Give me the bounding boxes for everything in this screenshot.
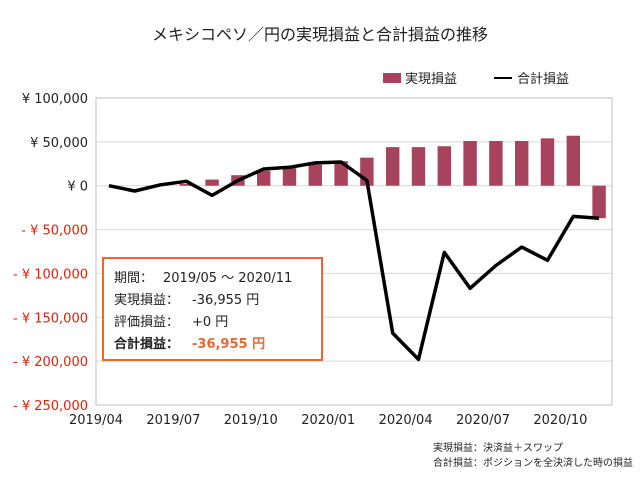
- bar-2020/04: [411, 147, 426, 186]
- bar-2020/07: [489, 140, 503, 186]
- summary-realized-value: -36,955 円: [192, 293, 259, 308]
- y-axis: ¥ 100,000 ¥ 50,000 ¥ 0 - ¥ 50,000 - ¥ 100,00…: [13, 92, 88, 414]
- plot-area-border: [95, 97, 613, 406]
- x-tick-label-4: 2020/04: [379, 413, 433, 428]
- y-tick-label-5: - ¥ 150,000: [13, 311, 88, 326]
- line-series: [108, 160, 600, 362]
- total-pnl-line: [108, 160, 600, 362]
- summary-period-value: 2019/05 ～ 2020/11: [163, 271, 292, 286]
- y-tick-label-6: - ¥ 200,000: [13, 355, 88, 370]
- bar-series: [153, 135, 606, 219]
- note-total: 合計損益：ポジションを全決済した時の損益: [433, 456, 633, 469]
- bar-2020/09: [540, 138, 555, 186]
- y-tick-label-7: - ¥ 250,000: [13, 399, 88, 414]
- legend-label-total: 合計損益: [517, 71, 569, 87]
- summary-period-label: 期間：: [114, 271, 153, 286]
- bar-2020/08: [514, 140, 529, 186]
- x-tick-label-0: 2019/04: [69, 413, 123, 428]
- y-tick-label-0: ¥ 100,000: [22, 92, 88, 107]
- bar-2020/05: [437, 146, 452, 186]
- summary-unrealized-label: 評価損益：: [114, 315, 179, 330]
- bar-2020/06: [463, 140, 477, 186]
- bar-2019/10: [256, 170, 271, 186]
- bar-2019/08: [205, 179, 219, 186]
- chart-legend: 実現損益 合計損益: [383, 71, 569, 87]
- summary-unrealized-value: +0 円: [192, 315, 228, 330]
- bar-2019/12: [308, 164, 323, 186]
- bar-2020/10: [566, 135, 581, 186]
- legend-label-realized: 実現損益: [405, 71, 457, 87]
- summary-realized-label: 実現損益：: [114, 292, 179, 308]
- x-tick-label-3: 2020/01: [301, 413, 355, 428]
- x-axis: 2019/04 2019/07 2019/10 2020/01 2020/04 2020/…: [69, 413, 587, 428]
- bar-2020/03: [385, 147, 400, 186]
- summary-total-label: 合計損益：: [114, 336, 179, 352]
- summary-total-value: -36,955 円: [192, 337, 265, 352]
- bar-2019/11: [282, 168, 297, 186]
- y-tick-label-3: - ¥ 50,000: [21, 224, 88, 239]
- bar-2020/01: [334, 161, 348, 186]
- x-tick-label-2: 2019/10: [224, 413, 278, 428]
- y-tick-label-4: - ¥ 100,000: [13, 267, 88, 282]
- summary-box: 期間： 2019/05 ～ 2020/11 実現損益： -36,955 円 評価…: [102, 257, 323, 361]
- x-tick-label-5: 2020/07: [456, 413, 510, 428]
- y-tick-label-2: ¥ 0: [67, 180, 88, 195]
- note-realized: 実現損益：決済益＋スワップ: [433, 441, 563, 454]
- x-tick-label-1: 2019/07: [146, 413, 200, 428]
- summary-box-frame: [102, 257, 323, 361]
- legend-swatch-bar: [383, 73, 401, 83]
- bar-2020/11: [592, 185, 606, 219]
- chart-title: メキシコペソ／円の実現損益と合計損益の推移: [152, 25, 488, 44]
- y-tick-label-1: ¥ 50,000: [30, 136, 88, 151]
- bar-2019/07: [179, 183, 194, 186]
- x-tick-label-6: 2020/10: [533, 413, 587, 428]
